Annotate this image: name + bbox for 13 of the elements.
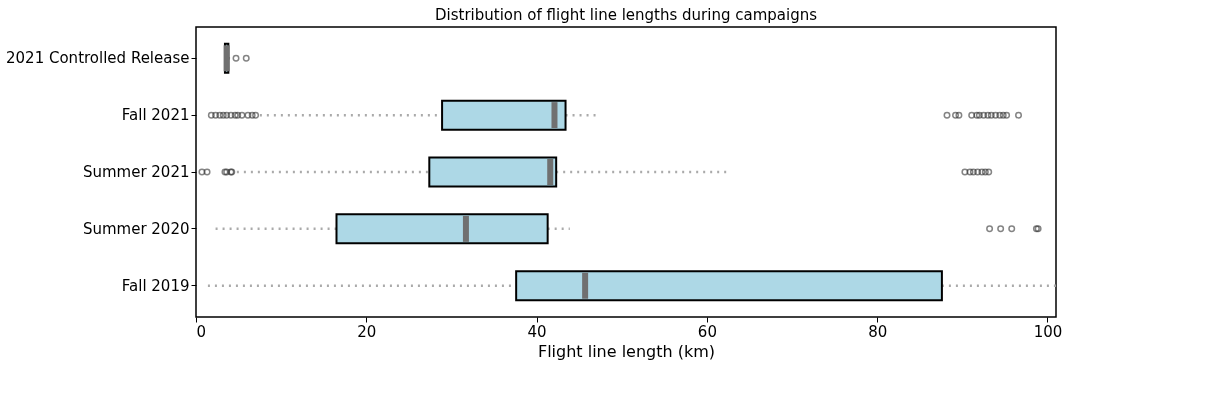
x-tick-label: 0 xyxy=(196,322,207,341)
x-tick-label: 100 xyxy=(1033,322,1063,341)
chart-title: Distribution of flight line lengths during campaigns xyxy=(435,6,818,24)
y-tick-label: Summer 2020 xyxy=(82,219,190,238)
x-axis-title: Flight line length (km) xyxy=(537,341,716,361)
x-tick-label: 80 xyxy=(868,322,888,341)
y-tick-label: Fall 2019 xyxy=(121,276,190,295)
x-tick-label: 20 xyxy=(357,322,377,341)
y-tick-label: Summer 2021 xyxy=(82,163,190,181)
y-tick-label: 2021 Controlled Release xyxy=(6,49,190,68)
x-tick-label: 60 xyxy=(697,322,717,341)
x-tick-label: 40 xyxy=(527,322,547,341)
y-tick-label: Fall 2021 xyxy=(121,106,190,125)
